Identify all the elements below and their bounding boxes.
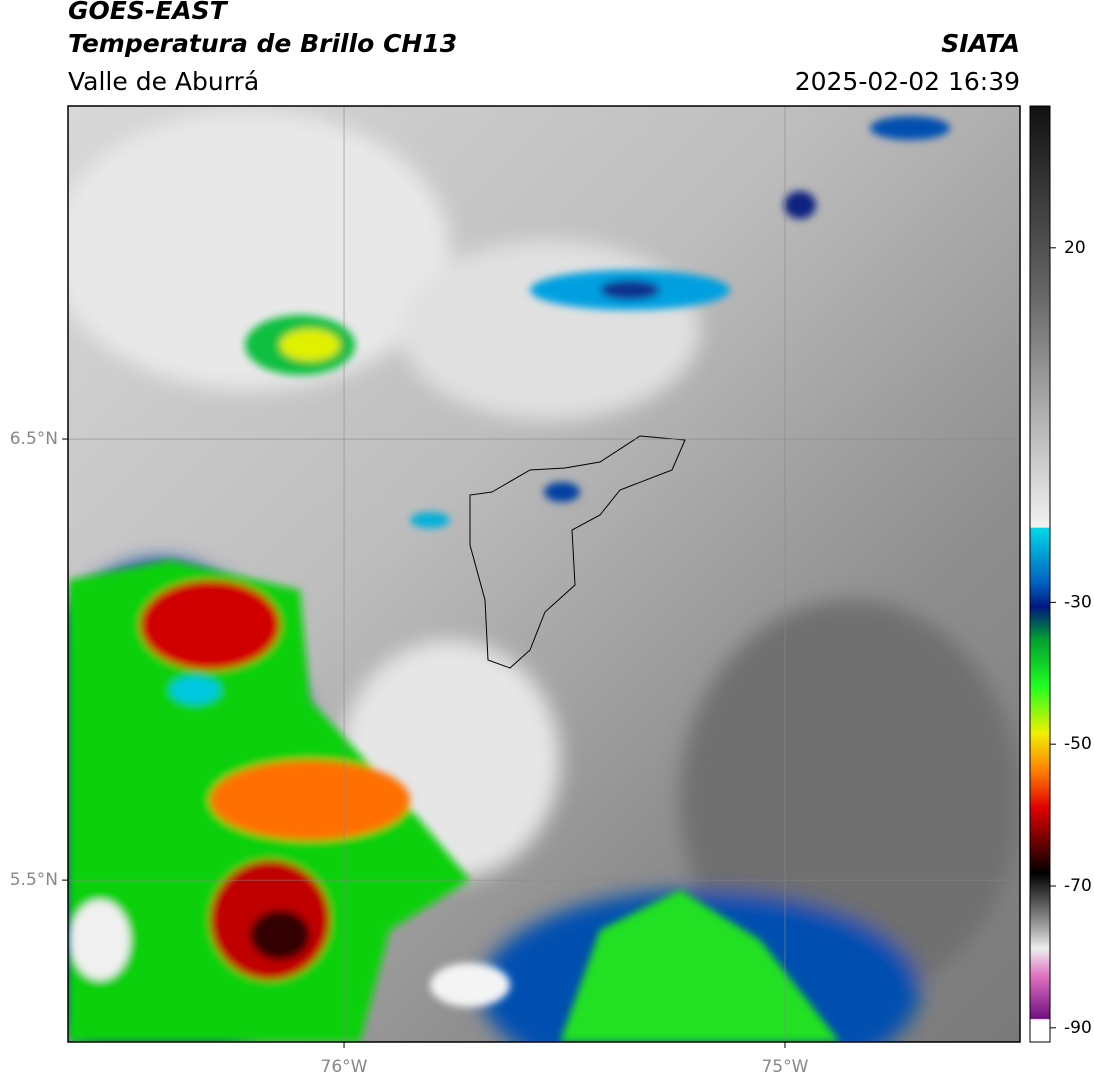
timestamp: 2025-02-02 16:39 — [795, 67, 1020, 96]
colorbar-label: -50 — [1064, 734, 1092, 754]
colorbar-label: -30 — [1064, 592, 1092, 612]
subtitle: Temperatura de Brillo CH13 — [68, 29, 457, 58]
colorbar-label: -70 — [1064, 876, 1092, 896]
colorbar-label: 20 — [1064, 238, 1086, 258]
x-tick-label: 76°W — [321, 1057, 368, 1077]
region: Valle de Aburrá — [68, 67, 259, 96]
grid — [68, 106, 1020, 1042]
satellite-image — [68, 106, 1020, 1042]
y-tick-label: 5.5°N — [10, 870, 58, 890]
source: SIATA — [941, 29, 1020, 58]
colorbar-label: -90 — [1064, 1018, 1092, 1038]
title: GOES-EAST — [68, 0, 229, 25]
y-tick-label: 6.5°N — [10, 429, 58, 449]
x-tick-label: 75°W — [761, 1057, 808, 1077]
colorbar — [1029, 105, 1051, 1043]
map-frame — [67, 105, 1021, 1043]
